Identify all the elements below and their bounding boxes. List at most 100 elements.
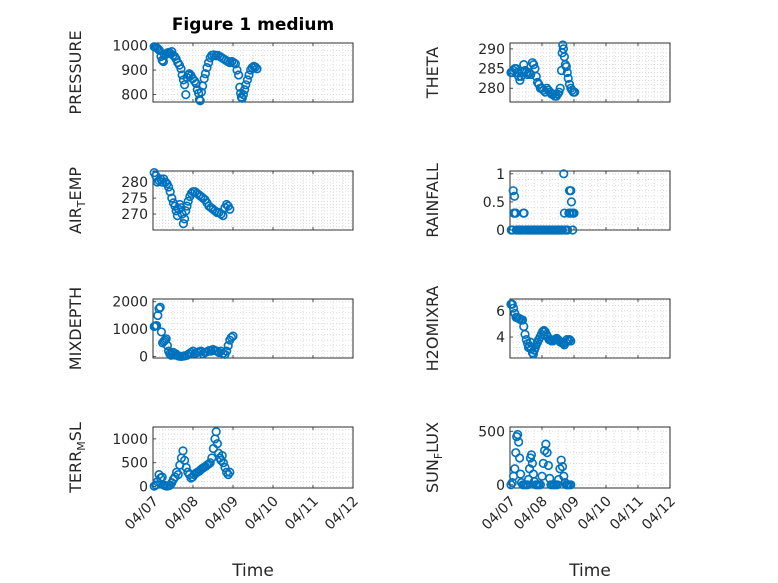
data-point [162, 341, 172, 351]
data-point [559, 169, 569, 179]
data-point [557, 337, 567, 347]
y-tick-label: 0 [496, 223, 505, 239]
data-point [223, 341, 233, 351]
axes-border [509, 298, 671, 359]
x-tick-label: 04/12 [322, 494, 362, 534]
data-point [202, 62, 212, 73]
data-point [152, 321, 162, 331]
axes-frame [509, 170, 671, 231]
subplot-4: 0 0.5 1 RAINFALL [423, 163, 671, 239]
x-tick-label: 04/07 [479, 494, 519, 534]
data-point [555, 83, 565, 93]
data-point [558, 40, 568, 50]
data-point [216, 455, 226, 465]
data-point [554, 87, 564, 97]
y-tick-label: 275 [121, 191, 148, 207]
y-tick-label: 500 [121, 456, 148, 472]
axes-border [152, 426, 354, 489]
data-point [216, 209, 226, 219]
data-point [195, 96, 205, 106]
data-point [157, 55, 167, 65]
data-point [234, 70, 244, 80]
data-point [182, 201, 192, 211]
y-axis-label: MIXDEPTH [66, 287, 85, 370]
y-tick-label: 500 [478, 424, 505, 440]
y-tick-label: 0.5 [483, 195, 505, 211]
data-point [564, 335, 575, 345]
data-point [230, 59, 240, 69]
x-axis-label: Time [568, 561, 611, 581]
y-axis-label: PRESSURE [66, 30, 85, 114]
data-point [181, 206, 191, 216]
data-point [212, 346, 222, 356]
data-point [199, 74, 209, 84]
data-point [181, 90, 191, 100]
data-point [178, 446, 188, 456]
x-tick-label: 04/07 [122, 494, 162, 534]
data-point [211, 427, 221, 437]
data-point [509, 191, 520, 201]
data-point [240, 85, 250, 95]
y-axis-label: RAINFALL [423, 163, 442, 238]
data-point [555, 464, 565, 474]
subplot-7: 0 500 1000 TERRMSL 04/07 04/08 04/09 04/10 04/11… [66, 422, 362, 581]
data-point [566, 480, 576, 490]
data-point [566, 197, 577, 207]
data-point [517, 315, 528, 325]
y-tick-label: 4 [496, 330, 505, 346]
data-point [222, 346, 232, 356]
subplot-5: 0 1000 2000 MIXDEPTH [66, 287, 354, 370]
y-tick-label: 280 [121, 175, 148, 191]
data-point [570, 87, 580, 97]
x-tick-label: 04/10 [242, 494, 282, 534]
data-point [507, 478, 517, 488]
data-point [155, 302, 165, 312]
y-tick-label: 1000 [112, 38, 148, 54]
subplot-1: 800 900 1000 PRESSURE [66, 30, 354, 115]
data-point [561, 61, 571, 72]
data-point [562, 225, 573, 235]
data-point [178, 219, 188, 229]
data-point [514, 437, 524, 447]
data-point [514, 453, 525, 463]
data-point [527, 458, 538, 468]
data-point [252, 64, 262, 74]
y-tick-label: 800 [121, 88, 148, 104]
y-tick-label: 0 [139, 480, 148, 496]
data-point [510, 464, 520, 474]
subplot-6: 4 6 H2OMIXRA [423, 286, 671, 371]
axes-frame [152, 298, 354, 359]
data-point [542, 448, 552, 458]
data-point [531, 71, 541, 82]
figure-title: Figure 1 medium [172, 15, 334, 35]
x-tick-label: 04/11 [607, 494, 647, 534]
axes-frame [152, 170, 354, 231]
data-point [522, 69, 533, 80]
data-point [519, 60, 529, 70]
x-tick-label: 04/12 [639, 494, 679, 534]
data-point [566, 186, 576, 196]
data-point [244, 70, 254, 80]
data-point [160, 335, 170, 345]
data-point [562, 67, 572, 78]
y-tick-label: 1000 [112, 432, 148, 448]
x-axis-label: Time [231, 561, 274, 581]
data-point [508, 303, 519, 313]
data-point [204, 58, 214, 68]
data-point [511, 63, 521, 74]
data-point [526, 69, 536, 80]
y-axis-label: AIRTEMP [66, 167, 88, 234]
data-point [154, 304, 164, 314]
data-point [218, 458, 228, 468]
data-point [173, 470, 183, 480]
y-tick-label: 6 [496, 304, 505, 320]
data-point [507, 299, 517, 309]
data-point [238, 90, 248, 100]
data-point [568, 225, 578, 235]
data-point [543, 460, 554, 471]
data-point [167, 193, 177, 203]
data-point [218, 211, 228, 221]
axes-border [152, 170, 354, 231]
axes-border [509, 426, 671, 489]
x-tick-label: 04/08 [511, 494, 551, 534]
